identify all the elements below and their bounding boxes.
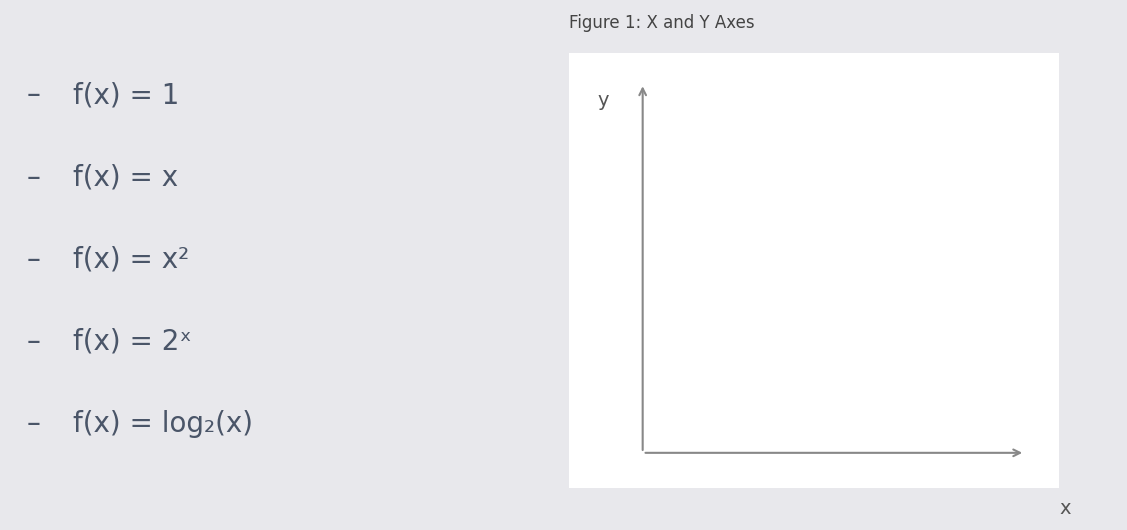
Text: f(x) = log₂(x): f(x) = log₂(x) — [73, 410, 254, 438]
Text: f(x) = 2ˣ: f(x) = 2ˣ — [73, 328, 192, 356]
Text: f(x) = x²: f(x) = x² — [73, 246, 189, 273]
Text: y: y — [597, 91, 610, 110]
Text: –: – — [27, 82, 41, 109]
Text: x: x — [1059, 499, 1071, 518]
Text: –: – — [27, 328, 41, 356]
Text: –: – — [27, 410, 41, 438]
Text: –: – — [27, 246, 41, 273]
Text: f(x) = 1: f(x) = 1 — [73, 82, 179, 109]
Text: Figure 1: X and Y Axes: Figure 1: X and Y Axes — [569, 14, 755, 32]
Text: f(x) = x: f(x) = x — [73, 164, 178, 191]
Text: –: – — [27, 164, 41, 191]
